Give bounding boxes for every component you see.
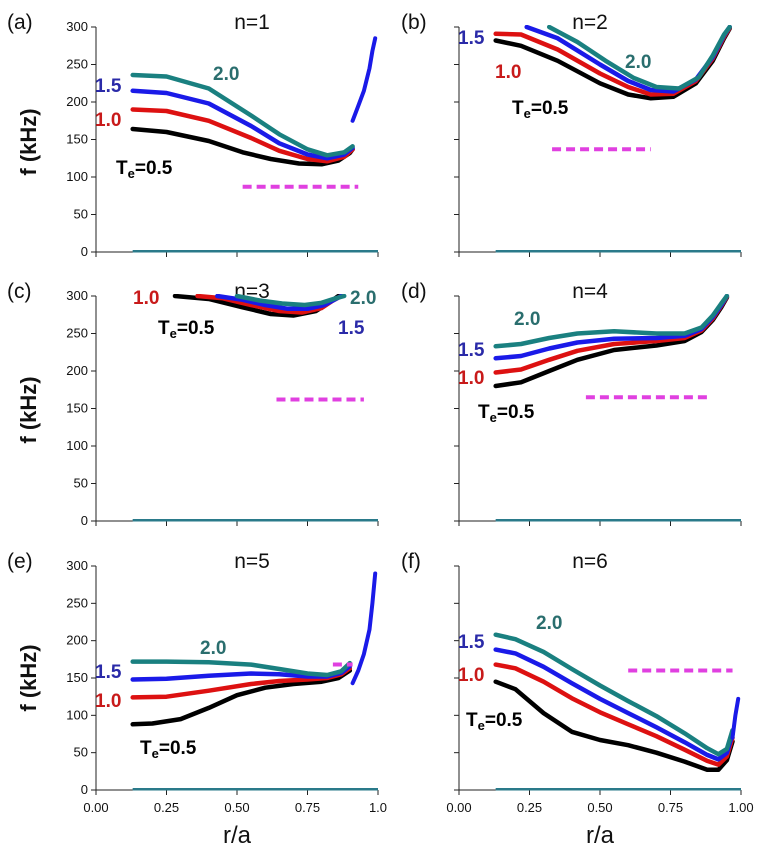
- series-line-Te-2.0: [130, 659, 353, 678]
- series-label-Te-0.5: Te=0.5: [512, 98, 569, 121]
- series-label-Te-0.5: Te=0.5: [158, 318, 215, 341]
- x-axis-label-left: r/a: [223, 822, 252, 849]
- x-tick-label: 0.75: [295, 800, 320, 815]
- series-label-Te-2.0: 2.0: [350, 288, 376, 309]
- series-line-edge: [350, 571, 378, 686]
- series-label-Te-1.0: 1.0: [95, 110, 121, 131]
- series-label-Te-2.0: 2.0: [625, 52, 651, 73]
- series-line-Te-2.0: [130, 72, 355, 158]
- y-tick-label: 50: [74, 476, 88, 491]
- panel-label: (c): [7, 280, 32, 303]
- y-tick-label: 300: [66, 19, 88, 34]
- panel-2: (b) n=2 Te=0.5 1.0 1.5 2.0: [401, 11, 742, 257]
- panel-4: (d) n=4 Te=0.5 1.0 1.5 2.0: [401, 280, 742, 526]
- series-label-Te-0.5: Te=0.5: [140, 738, 197, 761]
- y-axis-label-middle: f (kHz): [16, 376, 41, 443]
- x-tick-label: 1.00: [728, 800, 753, 815]
- series-label-Te-1.5: 1.5: [458, 340, 485, 361]
- y-axis-label-bottom: f (kHz): [16, 644, 41, 711]
- series-line-Te-1.5: [130, 88, 355, 161]
- series-label-Te-1.0: 1.0: [133, 288, 159, 309]
- x-tick-label: 0.75: [658, 800, 683, 815]
- series-line-edge: [350, 36, 378, 123]
- series-line-Te-2.0: [493, 632, 735, 757]
- series-label-Te-0.5: Te=0.5: [478, 402, 535, 425]
- panel-label: (d): [401, 280, 427, 303]
- series-label-Te-1.5: 1.5: [95, 76, 122, 97]
- y-tick-label: 0: [81, 782, 88, 797]
- series-label-Te-1.5: 1.5: [95, 662, 122, 683]
- series-line-Te-1.0: [493, 662, 735, 767]
- x-tick-label: 0.00: [446, 800, 471, 815]
- y-tick-label: 250: [66, 57, 88, 72]
- panel-label: (a): [7, 11, 33, 34]
- series-line-Te-2.0: [546, 25, 732, 91]
- series-label-Te-1.5: 1.5: [338, 318, 365, 339]
- y-tick-label: 0: [81, 244, 88, 259]
- series-label-Te-1.0: 1.0: [95, 691, 121, 712]
- y-axis-label-top: f (kHz): [16, 108, 41, 175]
- panel-1: 0 50 100 150 200 250 300 (a) n=1 Te=0.5 1.0 1.5 2.0: [7, 11, 379, 259]
- panel-label: (e): [7, 550, 33, 573]
- series-label-Te-1.0: 1.0: [495, 62, 521, 83]
- x-tick-label: 0.50: [587, 800, 612, 815]
- x-axis-label-right: r/a: [586, 822, 615, 849]
- x-tick-label: 0.00: [83, 800, 108, 815]
- y-tick-label: 150: [66, 401, 88, 416]
- panel-label: (b): [401, 11, 427, 34]
- panel-title: n=6: [572, 550, 608, 573]
- series-label-Te-1.5: 1.5: [458, 28, 485, 49]
- y-tick-label: 250: [66, 326, 88, 341]
- y-tick-label: 200: [66, 633, 88, 648]
- series-label-Te-0.5: Te=0.5: [116, 158, 173, 181]
- series-line-edge: [730, 696, 741, 740]
- y-tick-label: 250: [66, 595, 88, 610]
- series-line-Te-1.0: [130, 107, 355, 164]
- x-tick-label: 0.25: [517, 800, 542, 815]
- series-label-Te-2.0: 2.0: [514, 309, 540, 330]
- y-tick-label: 200: [66, 363, 88, 378]
- series-line-Te-2.0: [234, 294, 347, 308]
- y-tick-label: 50: [74, 745, 88, 760]
- y-tick-label: 100: [66, 707, 88, 722]
- series-label-Te-2.0: 2.0: [200, 638, 226, 659]
- y-tick-label: 150: [66, 132, 88, 147]
- panel-6: 0.00 0.25 0.50 0.75 1.00 (f) n=6 Te=0.5 1.0 1.5 2.…: [401, 550, 754, 815]
- series-line-Te-0.5: [130, 668, 353, 727]
- panel-title: n=4: [572, 280, 608, 303]
- series-line-Te-1.5: [493, 647, 735, 762]
- x-tick-label: 1.0: [369, 800, 387, 815]
- panel-title: n=1: [234, 11, 270, 34]
- x-tick-label: 0.25: [154, 800, 179, 815]
- y-tick-label: 200: [66, 94, 88, 109]
- series-label-Te-1.5: 1.5: [458, 632, 485, 653]
- y-tick-label: 100: [66, 169, 88, 184]
- panel-5: 0 50 100 150 200 250 300 0.00 0.25 0.50 0.75 1.0 (e)…: [7, 550, 387, 815]
- series-label-Te-2.0: 2.0: [536, 613, 562, 634]
- series-label-Te-1.0: 1.0: [458, 665, 484, 686]
- panel-title: n=5: [234, 550, 270, 573]
- series-label-Te-0.5: Te=0.5: [466, 710, 523, 733]
- series-label-Te-2.0: 2.0: [213, 64, 239, 85]
- series-line-Te-0.5: [493, 679, 735, 773]
- series-line-Te-2.0: [493, 294, 730, 349]
- series-label-Te-1.0: 1.0: [458, 368, 484, 389]
- y-tick-label: 150: [66, 670, 88, 685]
- panel-label: (f): [401, 550, 421, 573]
- y-tick-label: 300: [66, 288, 88, 303]
- y-tick-label: 0: [81, 513, 88, 528]
- y-tick-label: 50: [74, 207, 88, 222]
- panel-title: n=2: [572, 11, 608, 34]
- x-tick-label: 0.50: [224, 800, 249, 815]
- y-tick-label: 100: [66, 438, 88, 453]
- y-tick-label: 300: [66, 558, 88, 573]
